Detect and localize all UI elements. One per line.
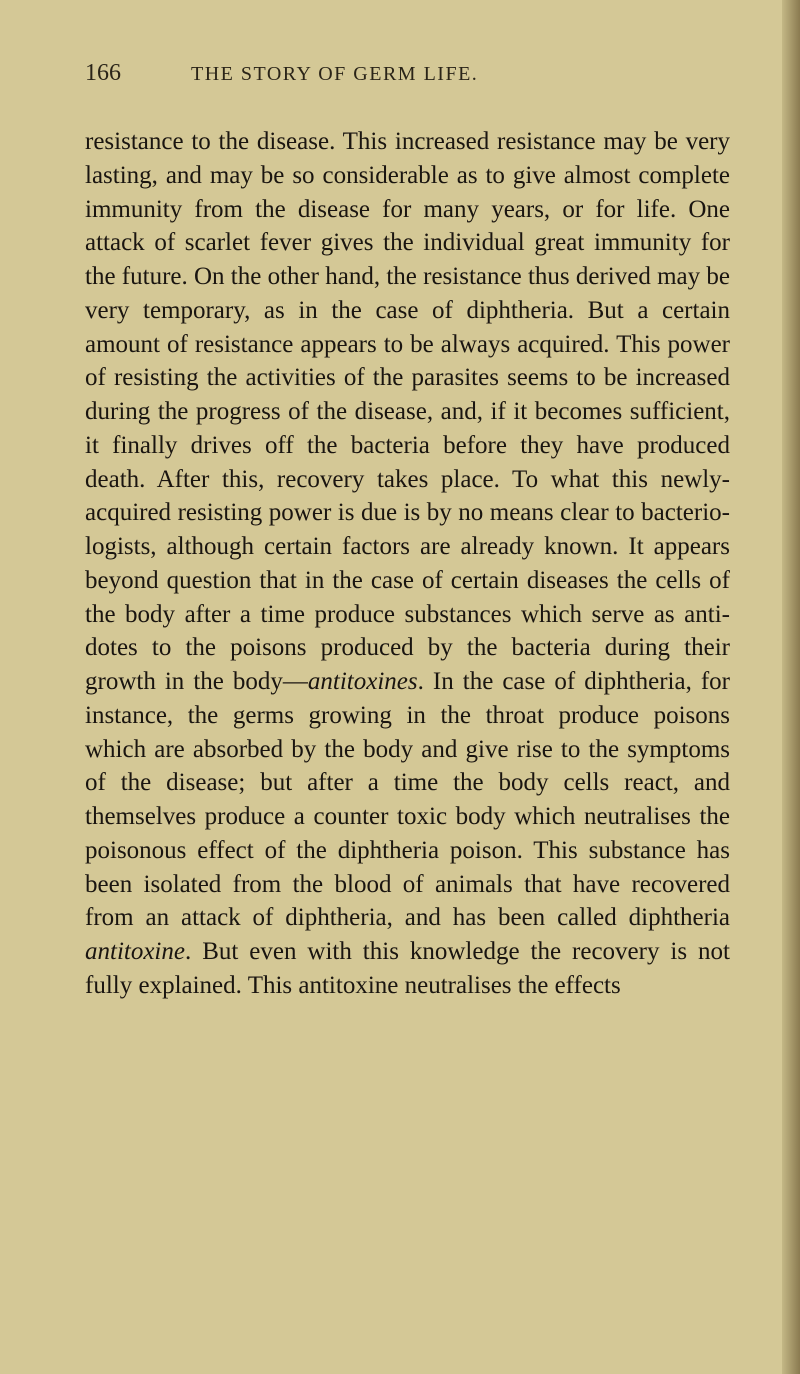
italic-term-antitoxine: antitoxine bbox=[85, 938, 185, 965]
page-number: 166 bbox=[85, 60, 121, 87]
page-edge-shadow bbox=[782, 0, 800, 1374]
body-text-part-2: . In the case of diphtheria, for instanc… bbox=[85, 668, 730, 931]
body-paragraph: resistance to the disease. This increase… bbox=[85, 125, 730, 1003]
body-text-part-1: resistance to the disease. This increase… bbox=[85, 128, 730, 695]
running-title: THE STORY OF GERM LIFE. bbox=[191, 63, 478, 86]
italic-term-antitoxines: antitoxines bbox=[308, 668, 418, 695]
page-header: 166 THE STORY OF GERM LIFE. bbox=[85, 60, 730, 87]
